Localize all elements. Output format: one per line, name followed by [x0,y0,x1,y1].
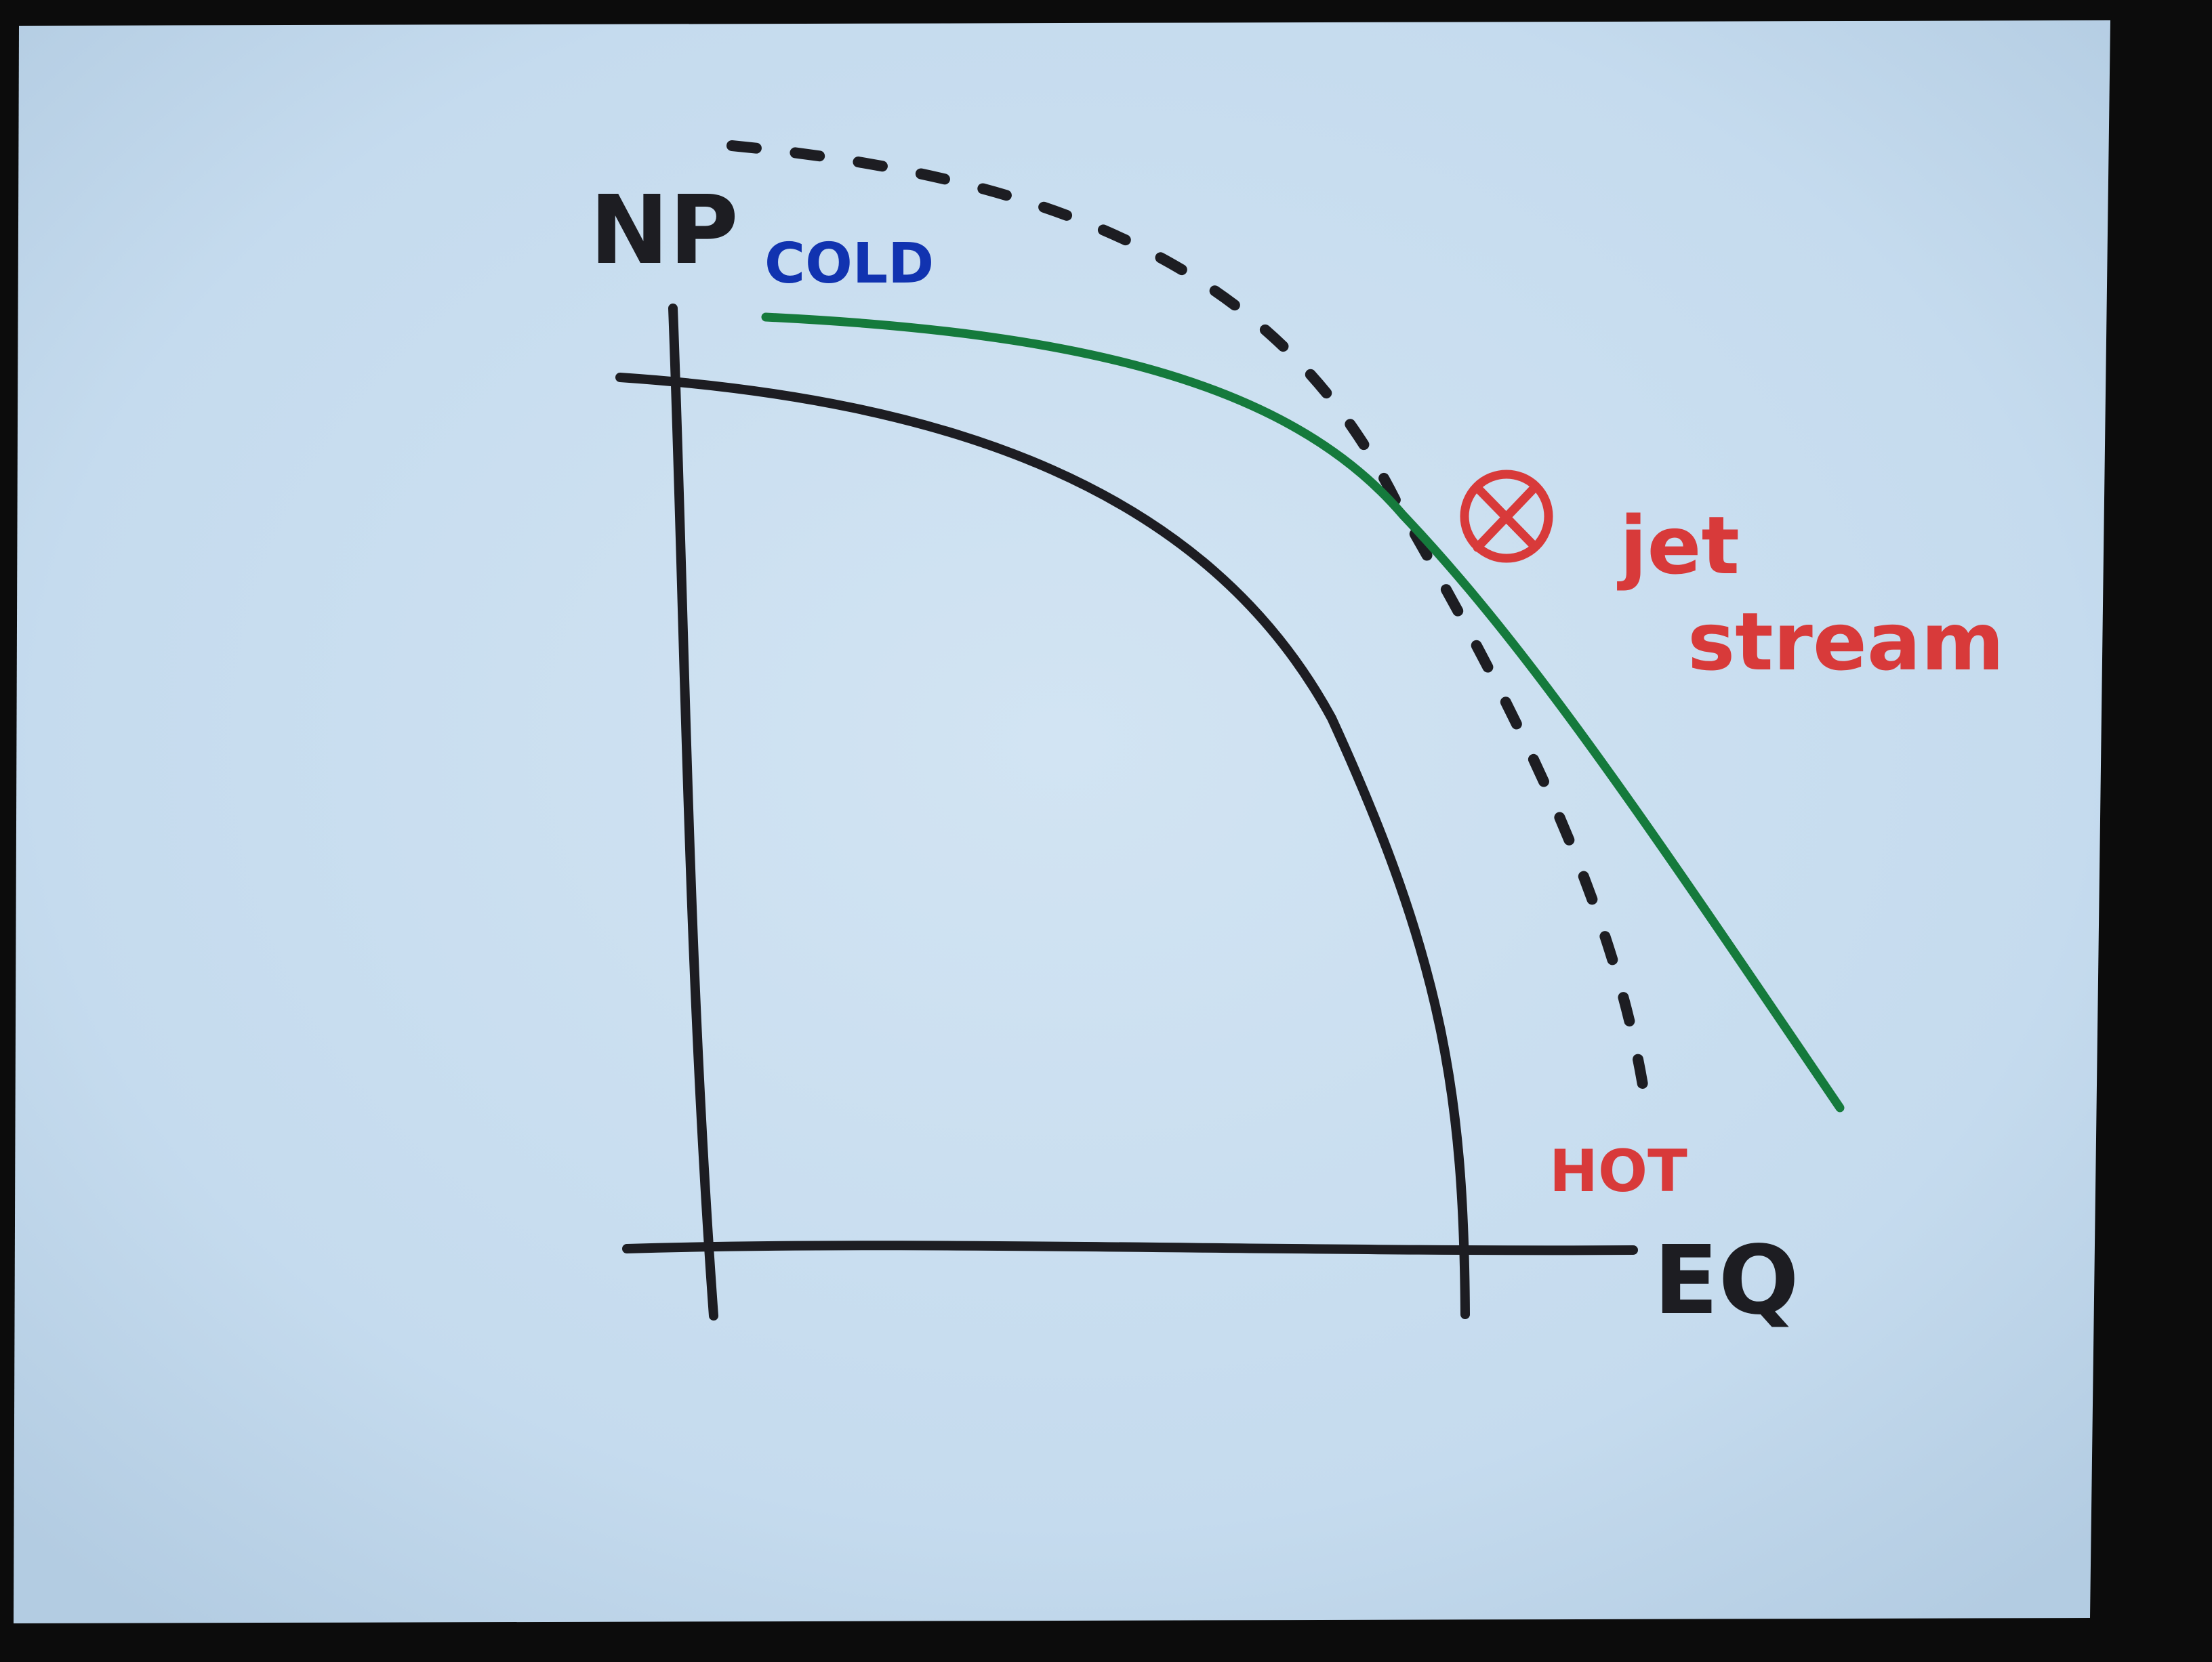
jet-label: jet [1617,499,1740,592]
hot-label: HOT [1549,1138,1687,1205]
paper-sheet [14,20,2110,1623]
earth-quadrant-curve [615,373,1470,1319]
into-page-circle-x-icon [1460,470,1553,563]
equator-label: EQ [1654,1226,1799,1336]
dashed-boundary-curve [726,140,1652,1117]
north-pole-label: NP [590,175,739,286]
jet-stream-curve [761,312,1845,1113]
vertical-axis [668,304,718,1321]
stream-label: stream [1687,595,2004,688]
horizontal-axis [622,1241,1638,1255]
cold-label: COLD [764,232,934,296]
